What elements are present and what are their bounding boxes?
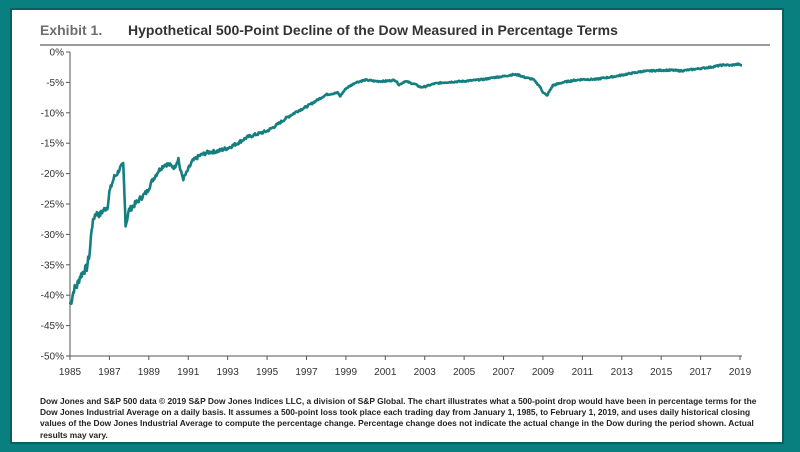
- x-tick-label: 2019: [729, 367, 752, 378]
- y-tick-label: -30%: [41, 230, 64, 241]
- x-axis: 1985 1987 1989 1991 1993 1995 1997 1999 2001 2003…: [59, 355, 752, 378]
- x-tick-label: 2015: [650, 367, 673, 378]
- x-tick-label: 1987: [98, 367, 121, 378]
- y-tick-label: 0%: [50, 48, 65, 59]
- x-tick-label: 1991: [177, 367, 200, 378]
- y-tick-label: -5%: [46, 78, 64, 89]
- y-tick-label: -15%: [41, 139, 64, 150]
- y-tick-label: -10%: [41, 108, 64, 119]
- x-tick-label: 1993: [217, 367, 240, 378]
- x-tick-label: 2011: [572, 367, 594, 378]
- y-tick-label: -35%: [41, 260, 64, 271]
- x-tick-label: 2017: [689, 367, 712, 378]
- series-line: [68, 62, 743, 306]
- y-tick-label: -40%: [41, 291, 64, 302]
- x-tick-label: 1999: [335, 367, 358, 378]
- y-axis: 0% -5% -10% -15% -20% -25% -30% -35% -40% -45% -50…: [41, 48, 71, 363]
- y-tick-label: -25%: [41, 200, 64, 211]
- exhibit-label: Exhibit 1.: [40, 22, 103, 38]
- series-group: [68, 62, 743, 306]
- x-tick-label: 2007: [492, 367, 515, 378]
- x-tick-label: 2001: [374, 367, 397, 378]
- exhibit-header: Exhibit 1. Hypothetical 500-Point Declin…: [40, 16, 770, 46]
- x-tick-label: 2009: [532, 367, 555, 378]
- x-tick-label: 1985: [59, 367, 82, 378]
- x-tick-label: 2003: [414, 367, 437, 378]
- y-tick-label: -20%: [41, 169, 64, 180]
- x-tick-label: 2013: [611, 367, 634, 378]
- x-tick-label: 1995: [256, 367, 279, 378]
- y-tick-label: -50%: [41, 352, 64, 363]
- x-tick-label: 2005: [453, 367, 476, 378]
- x-tick-label: 1989: [138, 367, 161, 378]
- x-tick-label: 1997: [295, 367, 318, 378]
- chart-title: Hypothetical 500-Point Decline of the Do…: [128, 22, 618, 38]
- footnote: Dow Jones and S&P 500 data © 2019 S&P Do…: [40, 396, 757, 440]
- exhibit-frame: Exhibit 1. Hypothetical 500-Point Declin…: [10, 8, 784, 444]
- line-chart: 0% -5% -10% -15% -20% -25% -30% -35% -40% -45% -50…: [41, 48, 752, 379]
- y-tick-label: -45%: [41, 321, 64, 332]
